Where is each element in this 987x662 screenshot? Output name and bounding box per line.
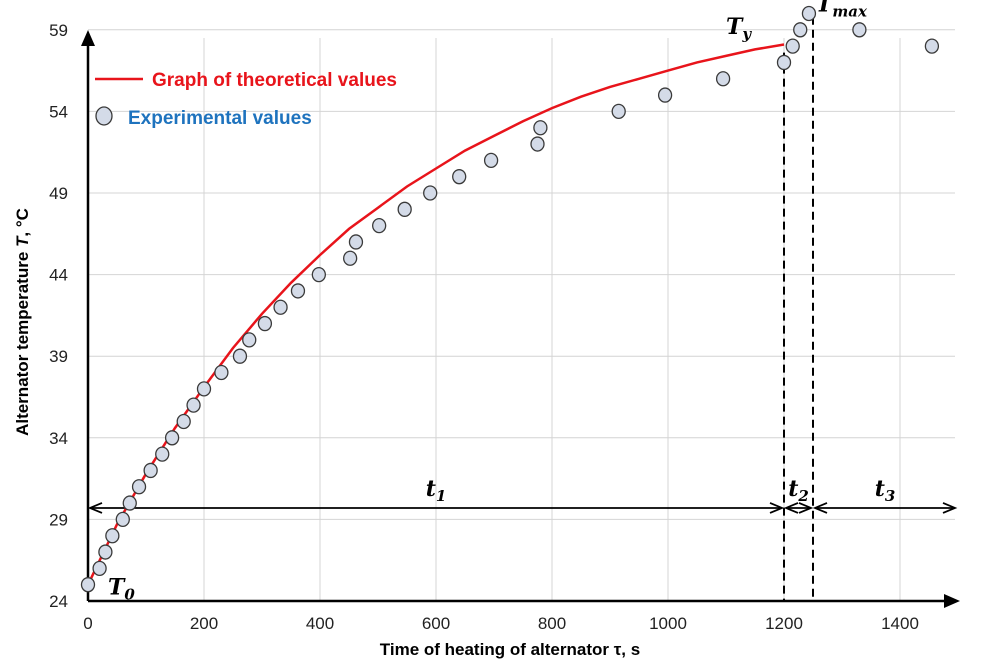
data-point	[343, 250, 358, 266]
data-point	[105, 528, 120, 544]
interval-label-sub: 3	[885, 487, 895, 505]
x-tick-label: 200	[190, 614, 218, 633]
annotation-t0: T0	[108, 575, 135, 604]
data-point	[155, 446, 170, 462]
annotation-main: T	[726, 14, 744, 40]
legend-label-theoretical: Graph of theoretical values	[152, 70, 397, 91]
y-tick-label: 49	[49, 184, 68, 203]
y-axis-label: Alternator temperature T, °C	[13, 208, 32, 436]
y-axis-label-var: T	[13, 235, 32, 247]
y-tick-label: 54	[49, 102, 68, 121]
y-axis-label-suffix: , °C	[13, 208, 32, 237]
x-tick-label: 1000	[649, 614, 687, 633]
data-point	[164, 430, 180, 446]
data-point	[452, 169, 467, 185]
y-tick-label: 44	[49, 266, 68, 285]
data-point	[483, 152, 499, 169]
x-tick-label: 1200	[765, 614, 803, 633]
annotation-main: T	[816, 0, 834, 17]
x-tick-label: 800	[538, 614, 566, 633]
data-point	[186, 397, 201, 413]
legend: Graph of theoretical values Experimental…	[95, 70, 397, 129]
tick-labels: 0 200 400 600 800 1000 1200 1400 24 29 34 39 44 49 54 5…	[49, 21, 919, 633]
interval-label: t3	[875, 476, 896, 505]
data-point	[92, 560, 107, 577]
data-point	[257, 315, 273, 332]
data-point	[801, 5, 817, 22]
data-point	[232, 348, 248, 364]
interval-arrowhead-right	[942, 502, 958, 514]
interval-label: t2	[788, 476, 809, 505]
data-point	[785, 38, 800, 54]
x-tick-label: 600	[422, 614, 450, 633]
data-point	[115, 511, 130, 528]
interval-arrowhead-left	[812, 502, 828, 514]
interval-label-sub: 1	[436, 487, 446, 505]
annotation-sub: 0	[124, 586, 135, 604]
data-point	[122, 495, 137, 511]
annotation-ty: Ty	[726, 14, 752, 43]
data-point	[273, 299, 288, 315]
data-point	[131, 479, 147, 495]
data-point	[657, 87, 673, 103]
annotation-sub: max	[832, 2, 868, 20]
annotation-main: T	[108, 575, 126, 601]
data-point	[372, 217, 387, 234]
y-tick-label: 39	[49, 347, 68, 366]
data-point	[924, 38, 940, 54]
y-tick-label: 29	[49, 510, 68, 529]
interval-arrowhead-left	[87, 502, 103, 514]
data-point	[776, 54, 792, 71]
interval-arrowhead-left	[783, 502, 799, 514]
axes	[81, 30, 960, 608]
interval-label-sub: 2	[797, 487, 808, 505]
experimental-series	[80, 5, 940, 593]
data-point	[143, 462, 158, 479]
interval-arrows: t1 t2 t3	[87, 476, 958, 514]
x-axis-label: Time of heating of alternator τ, s	[380, 640, 640, 659]
data-point	[611, 103, 626, 120]
dashed-lines	[783, 16, 814, 601]
data-point	[242, 332, 257, 348]
data-point	[176, 413, 191, 430]
x-axis-arrowhead	[944, 594, 960, 608]
x-tick-label: 0	[83, 614, 92, 633]
data-point	[533, 120, 548, 136]
data-point	[793, 22, 808, 38]
interval-arrowhead-right	[769, 502, 785, 514]
data-point	[530, 136, 545, 152]
data-point	[214, 364, 229, 381]
x-tick-label: 1400	[881, 614, 919, 633]
legend-label-experimental: Experimental values	[128, 108, 312, 129]
data-point	[397, 201, 412, 217]
y-tick-label: 24	[49, 592, 68, 611]
data-point	[196, 381, 212, 397]
data-point	[348, 234, 364, 250]
interval-label: t1	[426, 476, 447, 505]
data-point	[311, 266, 326, 283]
interval-arrowhead-right	[798, 502, 814, 514]
interval-label-main: t	[788, 476, 798, 502]
y-axis-arrowhead	[81, 30, 95, 46]
annotation-sub: y	[741, 25, 752, 43]
data-point	[852, 22, 867, 38]
data-point	[98, 544, 113, 560]
interval-label-main: t	[875, 476, 885, 502]
data-point	[290, 283, 306, 299]
data-point	[80, 577, 96, 593]
data-point	[423, 185, 438, 201]
x-tick-label: 400	[306, 614, 334, 633]
y-tick-label: 34	[49, 429, 68, 448]
y-axis-label-prefix: Alternator temperature	[13, 247, 32, 436]
legend-point-swatch	[95, 106, 113, 126]
y-tick-label: 59	[49, 21, 68, 40]
annotation-tmax: Tmax	[816, 0, 868, 20]
data-point	[715, 71, 731, 87]
interval-label-main: t	[426, 476, 436, 502]
